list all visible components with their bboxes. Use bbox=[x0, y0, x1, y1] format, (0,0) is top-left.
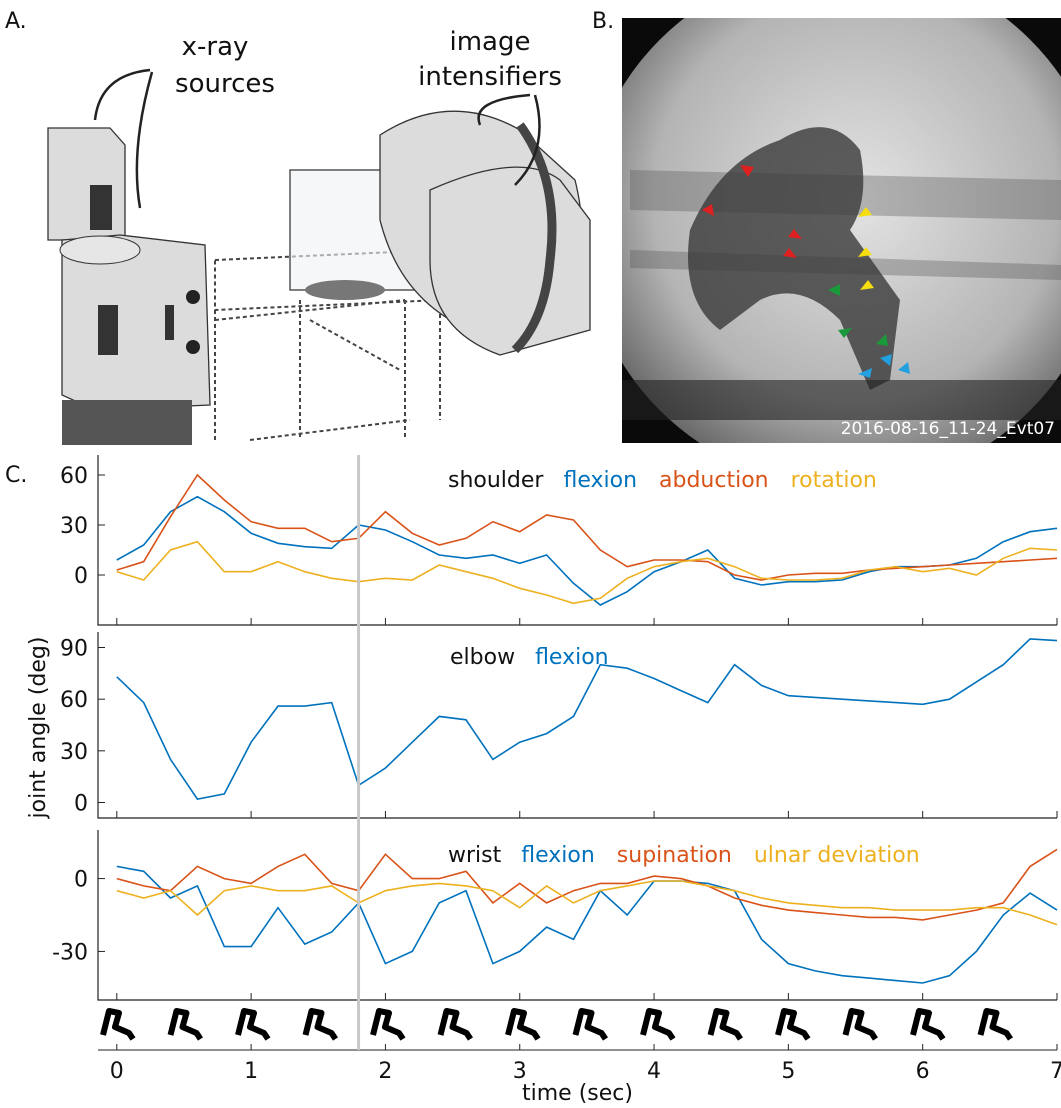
x-tick-label: 2 bbox=[378, 1059, 392, 1084]
glyph-shape bbox=[778, 1011, 808, 1039]
glyph-shape bbox=[913, 1011, 943, 1039]
legend-entry: ulnar deviation bbox=[754, 843, 920, 868]
glyph-shape bbox=[846, 1011, 876, 1039]
y-tick-label: 0 bbox=[74, 868, 88, 893]
x-tick-label: 5 bbox=[781, 1059, 795, 1084]
legend-entry: rotation bbox=[791, 468, 877, 493]
xray-image bbox=[583, 0, 1061, 487]
x-axis-label: time (sec) bbox=[522, 1081, 633, 1106]
glyph-shape bbox=[576, 1011, 606, 1039]
chart-title: elbow bbox=[450, 645, 515, 670]
glyph-shape bbox=[238, 1011, 268, 1039]
legend-entry: flexion bbox=[535, 645, 609, 670]
x-tick-label: 1 bbox=[244, 1059, 258, 1084]
posture-glyph bbox=[981, 1011, 1011, 1039]
panel-label: C. bbox=[5, 463, 27, 488]
panel-label: B. bbox=[592, 9, 614, 34]
y-tick-label: 0 bbox=[74, 792, 88, 817]
posture-glyph bbox=[171, 1011, 201, 1039]
posture-glyph bbox=[306, 1011, 336, 1039]
y-tick-label: 90 bbox=[60, 637, 88, 662]
posture-glyph bbox=[643, 1011, 673, 1039]
legend-entry: flexion bbox=[521, 843, 595, 868]
y-axis-label: joint angle (deg) bbox=[26, 637, 51, 820]
panel-a-drawing bbox=[48, 70, 590, 445]
glyph-shape bbox=[373, 1011, 403, 1039]
glyph-shape bbox=[441, 1011, 471, 1039]
figure: A. x-ray sources image intensifiers B. 2… bbox=[0, 0, 1061, 1108]
y-tick-label: 60 bbox=[60, 688, 88, 713]
chart-title: wrist bbox=[448, 843, 502, 868]
legend-entry: abduction bbox=[659, 468, 769, 493]
image-caption: 2016-08-16_11-24_Evt07 bbox=[841, 419, 1055, 439]
y-tick-label: -30 bbox=[52, 940, 88, 965]
glyph-shape bbox=[306, 1011, 336, 1039]
x-tick-label: 7 bbox=[1050, 1059, 1061, 1084]
line-series bbox=[117, 866, 1057, 983]
posture-glyph bbox=[913, 1011, 943, 1039]
posture-glyph bbox=[778, 1011, 808, 1039]
glyph-shape bbox=[171, 1011, 201, 1039]
posture-glyph bbox=[373, 1011, 403, 1039]
annotation: x-ray bbox=[182, 32, 249, 62]
glyph-shape bbox=[103, 1011, 133, 1039]
x-tick-label: 6 bbox=[916, 1059, 930, 1084]
annotation: sources bbox=[175, 69, 275, 99]
posture-glyph bbox=[238, 1011, 268, 1039]
x-tick-label: 0 bbox=[110, 1059, 124, 1084]
legend-entry: supination bbox=[617, 843, 732, 868]
line-series bbox=[117, 497, 1057, 605]
chart-title: shoulder bbox=[448, 468, 544, 493]
y-tick-label: 0 bbox=[74, 564, 88, 589]
y-tick-label: 60 bbox=[60, 464, 88, 489]
annotation: intensifiers bbox=[418, 62, 562, 92]
legend-entry: flexion bbox=[563, 468, 637, 493]
glyph-shape bbox=[981, 1011, 1011, 1039]
x-tick-label: 4 bbox=[647, 1059, 661, 1084]
glyph-shape bbox=[711, 1011, 741, 1039]
glyph-shape bbox=[643, 1011, 673, 1039]
posture-glyph bbox=[103, 1011, 133, 1039]
panel-label: A. bbox=[5, 9, 27, 34]
posture-glyph bbox=[508, 1011, 538, 1039]
y-tick-label: 30 bbox=[60, 740, 88, 765]
y-tick-label: 30 bbox=[60, 514, 88, 539]
annotation: image bbox=[450, 27, 531, 57]
posture-glyph bbox=[846, 1011, 876, 1039]
posture-glyph bbox=[576, 1011, 606, 1039]
glyph-shape bbox=[508, 1011, 538, 1039]
posture-glyph bbox=[441, 1011, 471, 1039]
posture-glyph bbox=[711, 1011, 741, 1039]
